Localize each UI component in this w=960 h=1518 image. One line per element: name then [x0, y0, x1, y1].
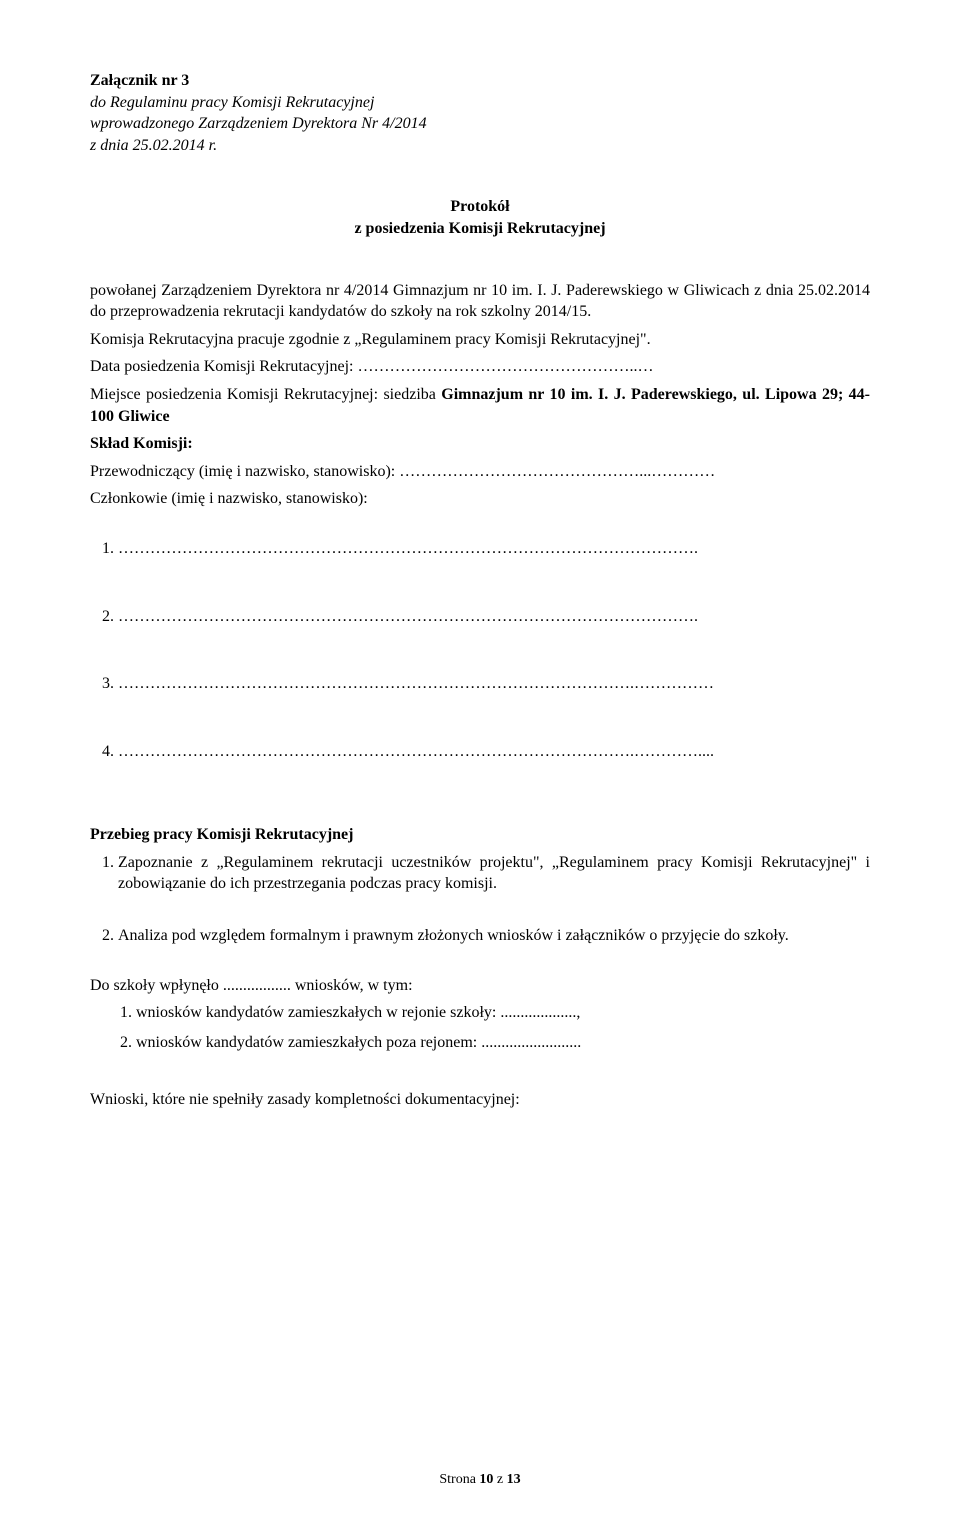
attachment-header: Załącznik nr 3: [90, 70, 870, 92]
document-page: Załącznik nr 3 do Regulaminu pracy Komis…: [0, 0, 960, 1518]
header-line3: z dnia 25.02.2014 r.: [90, 135, 870, 157]
members-label: Członkowie (imię i nazwisko, stanowisko)…: [90, 488, 870, 510]
proceedings-item-1: Zapoznanie z „Regulaminem rekrutacji ucz…: [118, 852, 870, 895]
footer-suffix: z: [493, 1472, 506, 1487]
footer-total: 13: [507, 1472, 521, 1487]
meeting-date-line: Data posiedzenia Komisji Rekrutacyjnej: …: [90, 356, 870, 378]
member-item-2: ……………………………………………………………………………………………….: [118, 606, 870, 628]
applications-count: Do szkoły wpłynęło ................. wni…: [90, 975, 870, 997]
members-list: ………………………………………………………………………………………………. ………: [90, 538, 870, 762]
proceedings-item-2-text: Analiza pod względem formalnym i prawnym…: [118, 927, 789, 944]
sublist-item-1: wniosków kandydatów zamieszkałych w rejo…: [136, 1002, 870, 1024]
footer-page: 10: [479, 1472, 493, 1487]
sklad-label: Skład Komisji:: [90, 433, 870, 455]
header-line1: do Regulaminu pracy Komisji Rekrutacyjne…: [90, 92, 870, 114]
member-item-3: …………………………………………………………………………………….……………: [118, 673, 870, 695]
sublist-item-2: wniosków kandydatów zamieszkałych poza r…: [136, 1032, 870, 1054]
meeting-place-line: Miejsce posiedzenia Komisji Rekrutacyjne…: [90, 384, 870, 427]
member-item-1: ……………………………………………………………………………………………….: [118, 538, 870, 560]
member-item-4: …………………………………………………………………………………….…………...…: [118, 741, 870, 763]
title-line2: z posiedzenia Komisji Rekrutacyjnej: [90, 218, 870, 240]
place-prefix: Miejsce posiedzenia Komisji Rekrutacyjne…: [90, 386, 441, 403]
header-line2: wprowadzonego Zarządzeniem Dyrektora Nr …: [90, 113, 870, 135]
intro-para1: powołanej Zarządzeniem Dyrektora nr 4/20…: [90, 280, 870, 323]
page-footer: Strona 10 z 13: [0, 1472, 960, 1488]
proceedings-item-2: Analiza pod względem formalnym i prawnym…: [118, 925, 870, 1111]
footer-prefix: Strona: [439, 1472, 479, 1487]
incomplete-docs: Wnioski, które nie spełniły zasady kompl…: [90, 1089, 870, 1111]
proceedings-heading: Przebieg pracy Komisji Rekrutacyjnej: [90, 824, 870, 846]
intro-para2: Komisja Rekrutacyjna pracuje zgodnie z „…: [90, 329, 870, 351]
chair-line: Przewodniczący (imię i nazwisko, stanowi…: [90, 461, 870, 483]
proceedings-list: Zapoznanie z „Regulaminem rekrutacji ucz…: [90, 852, 870, 1111]
title-line1: Protokół: [90, 196, 870, 218]
applications-sublist: wniosków kandydatów zamieszkałych w rejo…: [90, 1002, 870, 1053]
